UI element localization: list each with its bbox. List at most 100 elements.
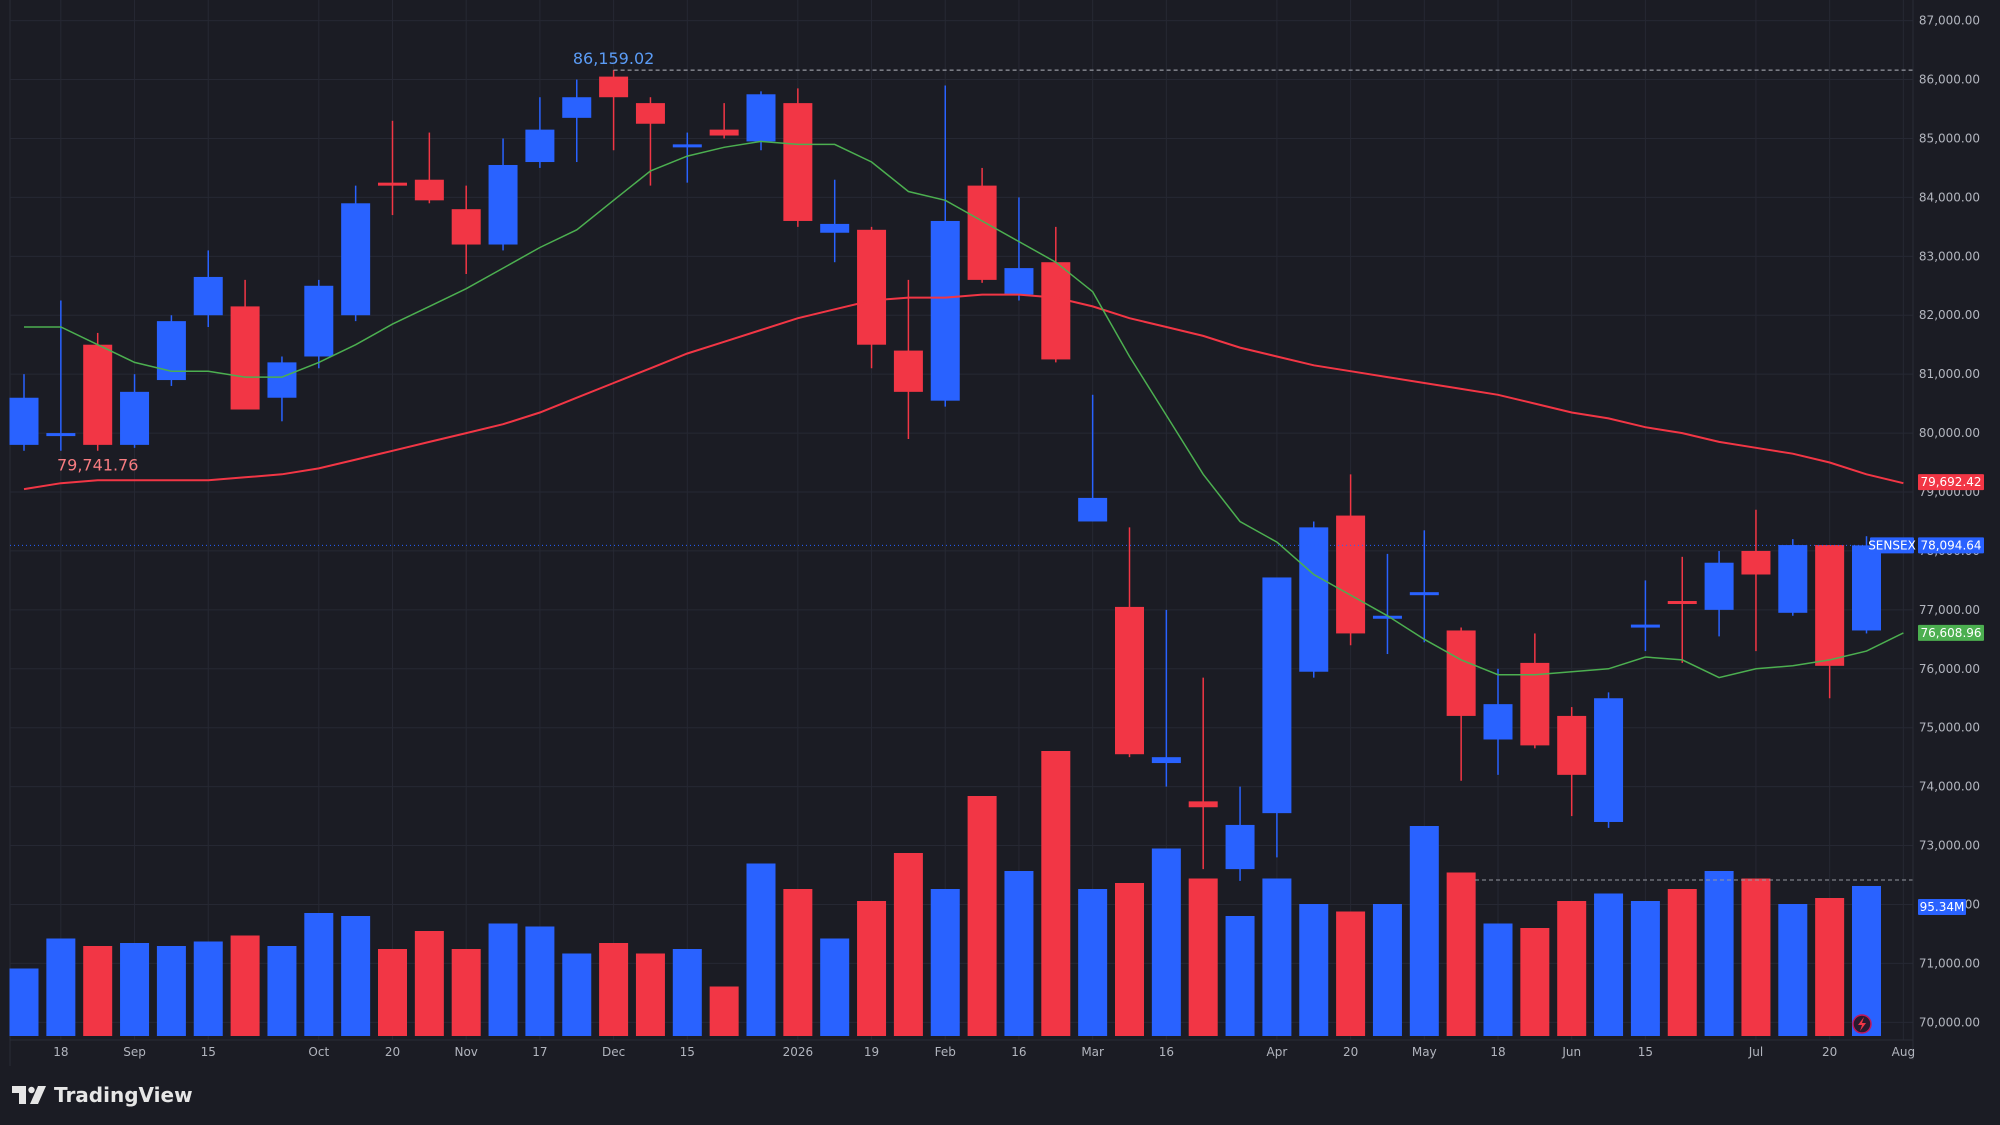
volume-bar (9, 968, 39, 1036)
x-tick-label: 2026 (783, 1045, 814, 1059)
y-tick-label: 74,000.00 (1919, 780, 1980, 794)
candle-body (341, 203, 371, 316)
volume-bar (1004, 871, 1034, 1036)
volume-bar (1409, 826, 1439, 1036)
volume-bar (672, 949, 702, 1036)
candle-body (1188, 801, 1218, 808)
volume-bar (341, 916, 371, 1036)
volume-bar (1262, 878, 1292, 1036)
grid (10, 0, 1913, 1040)
x-tick-label: 18 (1490, 1045, 1505, 1059)
x-tick-label: 15 (201, 1045, 216, 1059)
candle-body (1372, 615, 1402, 619)
volume-bars (9, 751, 1913, 1036)
price-label-box (1918, 899, 1966, 915)
y-tick-label: 71,000.00 (1919, 956, 1980, 970)
volume-bar (1115, 883, 1144, 1036)
volume-bar (451, 949, 481, 1036)
candle-body (1520, 662, 1550, 746)
x-tick-label: Jun (1561, 1045, 1581, 1059)
candle-body (857, 229, 887, 345)
volume-bar (635, 953, 665, 1036)
lightning-icon[interactable] (1852, 1014, 1872, 1034)
chart-background (0, 0, 2000, 1066)
x-tick-label: Nov (454, 1045, 477, 1059)
x-tick-label: 17 (532, 1045, 547, 1059)
x-tick-label: May (1412, 1045, 1437, 1059)
candle-body (1336, 515, 1366, 634)
candle-body (1004, 268, 1034, 295)
ma-fast-line (24, 140, 1904, 679)
candle-body (46, 433, 76, 437)
candle-body (1225, 824, 1255, 870)
y-tick-label: 81,000.00 (1919, 367, 1980, 381)
volume-bar (525, 926, 555, 1036)
volume-bar (304, 913, 334, 1036)
candle-body (525, 129, 555, 163)
volume-bar (1741, 878, 1771, 1036)
volume-bar (1815, 898, 1845, 1036)
price-label-text: SENSEX (1868, 538, 1916, 552)
candle-body (783, 103, 813, 221)
price-label-text: 76,608.96 (1920, 626, 1981, 640)
y-tick-label: 70,000.00 (1919, 1015, 1980, 1029)
y-tick-label: 87,000.00 (1919, 14, 1980, 28)
candle-body (1815, 545, 1845, 666)
candle-body (709, 129, 739, 136)
price-label-box (1870, 537, 1914, 554)
x-tick-label: Mar (1081, 1045, 1104, 1059)
candle-body (83, 344, 113, 445)
price-label-text: 78,094.64 (1920, 538, 1981, 552)
x-tick-label: Apr (1267, 1045, 1288, 1059)
y-tick-label: 86,000.00 (1919, 73, 1980, 87)
candle-body (1262, 577, 1292, 814)
volume-bar (230, 935, 260, 1036)
price-label-box (1918, 624, 1984, 641)
candle-body (378, 182, 407, 186)
price-labels: 79,692.42 SENSEX 78,094.64 76,608.96 95.34M (1868, 474, 1984, 915)
price-label-box (1918, 537, 1984, 554)
x-tick-label: 16 (1159, 1045, 1174, 1059)
x-tick-label: Aug (1892, 1045, 1915, 1059)
candle-body (1115, 606, 1144, 755)
tradingview-logo-icon (12, 1086, 46, 1104)
volume-bar (967, 796, 997, 1036)
volume-bar (1336, 911, 1366, 1036)
volume-bar (1188, 878, 1218, 1036)
candle-body (1778, 545, 1808, 613)
price-label-text: 79,692.42 (1920, 475, 1981, 489)
y-tick-label: 77,000.00 (1919, 603, 1980, 617)
candle-body (746, 94, 776, 142)
volume-bar (857, 901, 887, 1036)
brand-logo[interactable]: TradingView (12, 1083, 193, 1107)
volume-bar (1630, 901, 1660, 1036)
time-axis[interactable]: 18 Sep 15 Oct 20 Nov 17 Dec 15 2026 19 Feb 16 Mar 16 Ap… (53, 1045, 1915, 1059)
candle-body (304, 285, 334, 357)
x-tick-label: 19 (864, 1045, 879, 1059)
volume-bar (820, 938, 850, 1036)
volume-bar (893, 853, 923, 1036)
volume-bar (746, 863, 776, 1036)
y-tick-label: 83,000.00 (1919, 249, 1980, 263)
candle-body (599, 76, 629, 98)
x-tick-label: 16 (1011, 1045, 1026, 1059)
candle-body (1483, 704, 1513, 740)
candle-body (1594, 698, 1624, 822)
y-tick-label: 85,000.00 (1919, 131, 1980, 145)
candle-body (120, 391, 150, 445)
y-tick-label: 76,000.00 (1919, 662, 1980, 676)
volume-bar (1078, 889, 1108, 1036)
volume-bar (414, 931, 444, 1036)
x-tick-label: 18 (53, 1045, 68, 1059)
volume-bar (1299, 904, 1329, 1036)
candle-body (1852, 545, 1881, 631)
volume-bar (1225, 916, 1255, 1036)
candle-body (672, 144, 702, 148)
candle-body (635, 103, 665, 124)
volume-bar (1483, 923, 1513, 1036)
y-tick-label: 82,000.00 (1919, 308, 1980, 322)
volume-bar (267, 946, 297, 1036)
candle-body (820, 223, 850, 233)
